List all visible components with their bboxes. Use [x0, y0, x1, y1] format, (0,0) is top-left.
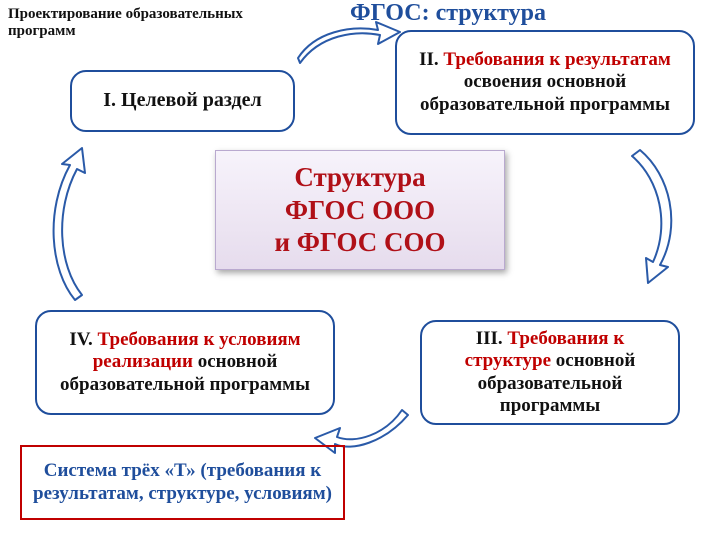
center-line-1: Структура [274, 161, 445, 193]
box-text-segment: IV. [69, 329, 97, 350]
center-line-3: и ФГОС СОО [274, 226, 445, 258]
center-line-2: ФГОС ООО [274, 194, 445, 226]
footnote-text: Система трёх «Т» (требования к результат… [30, 460, 335, 506]
box-text-segment: освоения основной образовательной програ… [420, 71, 670, 114]
cycle-arrow-icon [632, 150, 671, 283]
diagram-stage: Проектирование образовательных программ … [0, 0, 720, 540]
cycle-arrow-icon [298, 22, 400, 63]
cycle-arrow-icon [54, 148, 85, 300]
center-title-box: Структура ФГОС ООО и ФГОС СОО [215, 150, 505, 270]
box-text-segment: Требования к результатам [443, 49, 670, 70]
header-title: ФГОС: структура [350, 0, 546, 27]
box-requirements-results: II. Требования к результатам освоения ос… [395, 30, 695, 135]
box-text-segment: I. Целевой раздел [103, 89, 262, 111]
box-section-1: I. Целевой раздел [70, 70, 295, 132]
box-requirements-structure: III. Требования к структуре основной обр… [420, 320, 680, 425]
box-text-segment: II. [419, 49, 443, 70]
box-text-segment: III. [476, 328, 508, 349]
footnote-three-t: Система трёх «Т» (требования к результат… [20, 445, 345, 520]
header-small: Проектирование образовательных программ [8, 6, 268, 41]
box-requirements-conditions: IV. Требования к условиям реализации осн… [35, 310, 335, 415]
